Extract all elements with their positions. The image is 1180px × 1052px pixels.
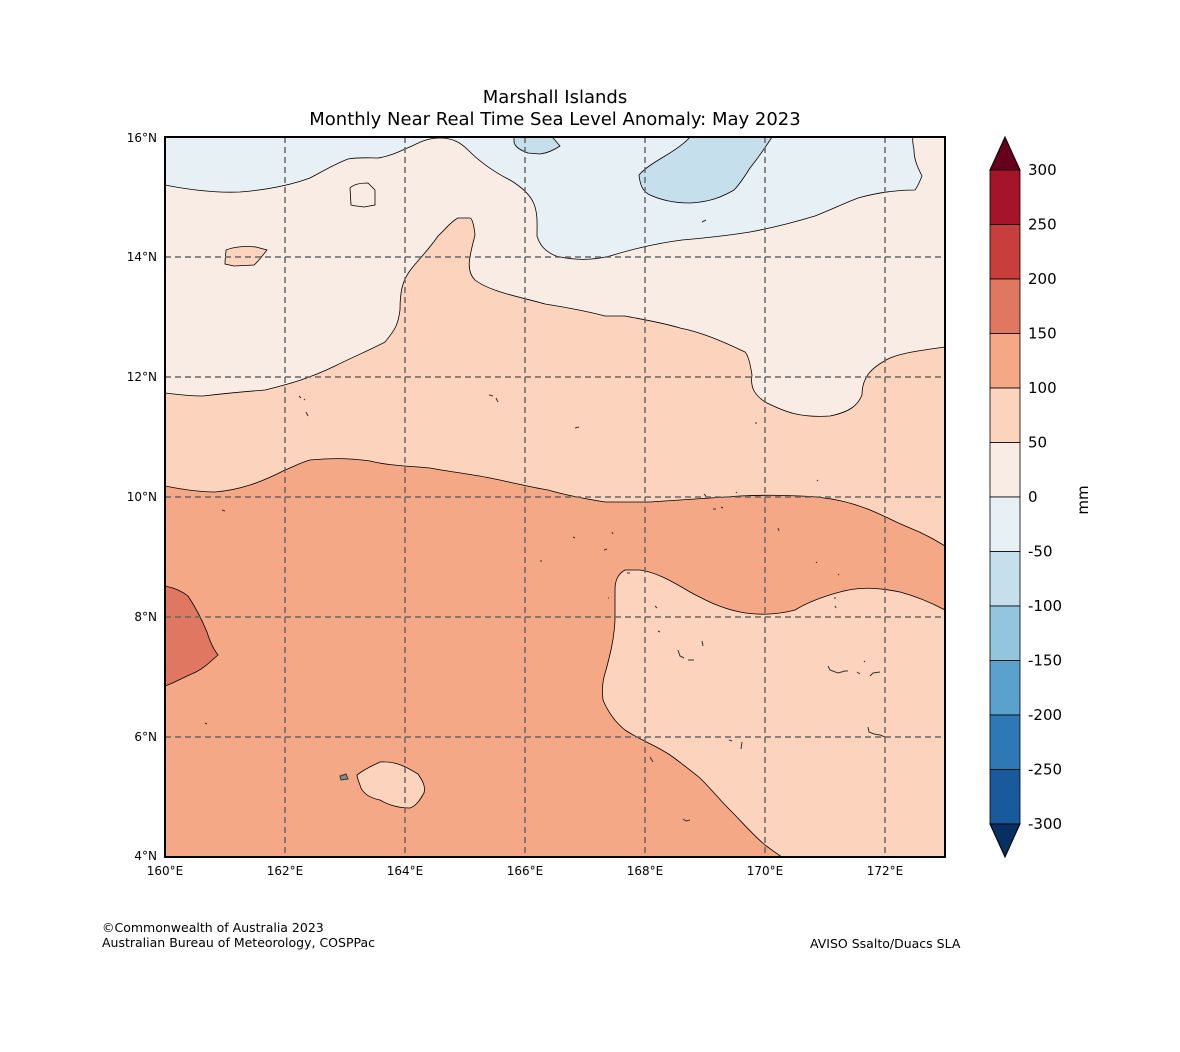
- colorbar-segment: [989, 496, 1021, 552]
- colorbar-tick-label: 100: [1028, 379, 1057, 397]
- colorbar-tick-label: -250: [1028, 761, 1062, 779]
- gridlines: [165, 137, 945, 857]
- lon-tick-label: 160°E: [147, 864, 184, 878]
- copyright-text: ©Commonwealth of Australia 2023: [102, 920, 324, 935]
- colorbar: 300 250 200 150 100 50 0 -50 -100 -150 -200 -250 -30…: [989, 135, 1062, 859]
- colorbar-under-arrow: [989, 823, 1021, 859]
- colorbar-segment: [989, 660, 1021, 716]
- lat-tick-label: 8°N: [134, 610, 157, 624]
- organization-text: Australian Bureau of Meteorology, COSPPa…: [102, 935, 375, 950]
- colorbar-segment: [989, 169, 1021, 225]
- lat-tick-label: 6°N: [134, 730, 157, 744]
- map-frame: [164, 136, 946, 858]
- colorbar-segment: [989, 551, 1021, 607]
- lat-tick-labels: 16°N 14°N 12°N 10°N 8°N 6°N 4°N: [127, 131, 157, 863]
- lon-tick-label: 164°E: [387, 864, 424, 878]
- colorbar-tick-label: 300: [1028, 161, 1057, 179]
- colorbar-unit-label: mm: [1074, 485, 1092, 514]
- colorbar-segment: [989, 714, 1021, 770]
- lat-tick-label: 4°N: [134, 849, 157, 863]
- lat-tick-label: 10°N: [127, 490, 157, 504]
- map-subtitle: Monthly Near Real Time Sea Level Anomaly…: [309, 109, 801, 130]
- colorbar-segment: [989, 442, 1021, 498]
- band-minus100-minus50-east: [638, 137, 773, 204]
- colorbar-segment: [989, 333, 1021, 389]
- credit-block: ©Commonwealth of Australia 2023 Australi…: [102, 920, 375, 950]
- map-title: Marshall Islands: [482, 87, 628, 108]
- lon-tick-label: 166°E: [507, 864, 544, 878]
- colorbar-over-arrow: [989, 135, 1021, 171]
- lat-tick-label: 14°N: [127, 250, 157, 264]
- colorbar-tick-label: 250: [1028, 216, 1057, 234]
- colorbar-tick-label: -300: [1028, 815, 1062, 833]
- colorbar-segment: [989, 278, 1021, 334]
- band-100-150: [165, 458, 945, 857]
- colorbar-tick-label: -100: [1028, 597, 1062, 615]
- colorbar-segment: [989, 605, 1021, 661]
- lon-tick-labels: 160°E 162°E 164°E 166°E 168°E 170°E 172°…: [147, 864, 904, 878]
- lon-tick-label: 168°E: [627, 864, 664, 878]
- lat-tick-label: 12°N: [127, 370, 157, 384]
- colorbar-tick-label: -200: [1028, 706, 1062, 724]
- lat-tick-label: 16°N: [127, 131, 157, 145]
- colorbar-tick-label: -50: [1028, 543, 1053, 561]
- colorbar-segment: [989, 387, 1021, 443]
- lon-tick-label: 172°E: [867, 864, 904, 878]
- patch-0-50-north: [349, 182, 376, 208]
- colorbar-tick-label: -150: [1028, 652, 1062, 670]
- colorbar-tick-label: 150: [1028, 325, 1057, 343]
- lon-tick-label: 170°E: [747, 864, 784, 878]
- band-150-200: [165, 585, 219, 687]
- atoll-markers: [204, 219, 886, 822]
- lon-tick-label: 162°E: [267, 864, 304, 878]
- colorbar-tick-label: 0: [1028, 488, 1038, 506]
- patch-50-100-south: [356, 761, 425, 809]
- colorbar-tick-label: 50: [1028, 434, 1047, 452]
- colorbar-segment: [989, 769, 1021, 825]
- colorbar-segment: [989, 224, 1021, 280]
- colorbar-tick-label: 200: [1028, 270, 1057, 288]
- data-source-text: AVISO Ssalto/Duacs SLA: [810, 936, 961, 951]
